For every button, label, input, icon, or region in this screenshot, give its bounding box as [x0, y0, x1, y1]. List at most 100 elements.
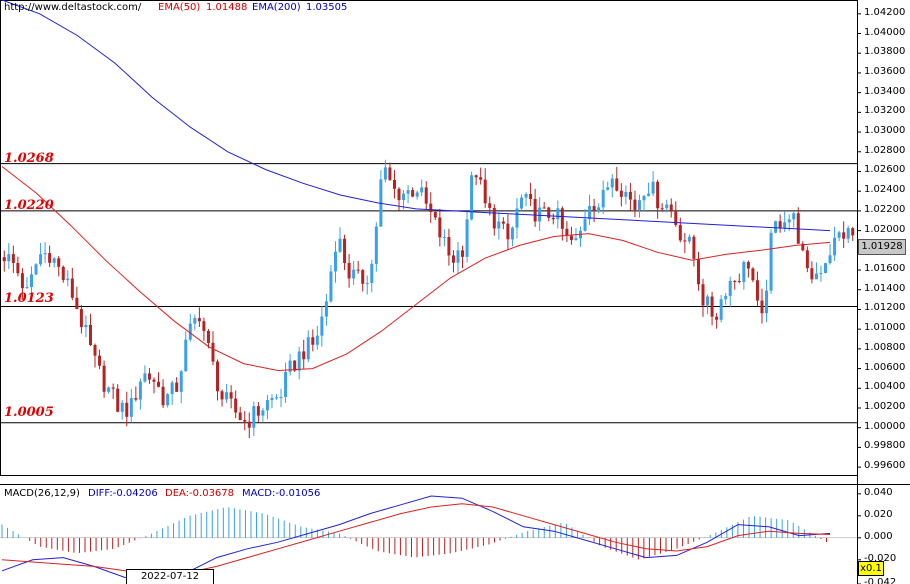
candle-body: [746, 262, 750, 269]
candle-body: [75, 297, 79, 310]
candle-body: [138, 381, 142, 400]
candle-body: [361, 270, 365, 284]
price-tick-label: 1.03000: [864, 125, 906, 137]
candle-body: [134, 398, 138, 400]
candle-body: [374, 226, 378, 264]
candle-body: [683, 240, 687, 242]
candle-body: [524, 194, 528, 198]
candle-body: [356, 269, 360, 271]
candle-body: [220, 391, 224, 400]
candle-body: [279, 397, 283, 399]
candle-body: [461, 250, 465, 257]
candle-body: [592, 206, 596, 212]
candle-body: [687, 236, 691, 242]
candle-body: [846, 228, 850, 239]
price-tick-label: 1.03600: [864, 65, 906, 77]
candle-body: [488, 203, 492, 209]
candle-body: [188, 323, 192, 340]
ema200-line: [1, 0, 831, 232]
candle-body: [347, 262, 351, 279]
candle-body: [783, 222, 787, 229]
price-tick-label: 1.02400: [864, 184, 906, 196]
candle-body: [810, 268, 814, 280]
candle-body: [560, 208, 564, 229]
candle-body: [48, 253, 52, 263]
macd-tick-label: 0.020: [864, 508, 893, 520]
candle-body: [497, 221, 501, 229]
candle-body: [383, 167, 387, 180]
level-label-3: 1.0123: [4, 291, 54, 306]
candle-body: [324, 301, 328, 317]
price-tick-label: 1.00200: [864, 400, 906, 412]
candle-body: [674, 211, 678, 225]
candle-body: [765, 290, 769, 314]
candle-body: [429, 203, 433, 213]
candle-body: [34, 264, 38, 275]
candle-body: [778, 221, 782, 229]
price-tick-label: 1.01600: [864, 263, 906, 275]
candle-body: [302, 351, 306, 360]
candle-body: [320, 316, 324, 336]
candle-body: [470, 175, 474, 220]
price-tick-label: 1.01400: [864, 282, 906, 294]
price-tick-label: 1.03400: [864, 85, 906, 97]
candle-body: [696, 258, 700, 285]
candle-body: [415, 192, 419, 197]
candle-body: [261, 410, 265, 416]
candle-body: [656, 181, 660, 209]
candle-body: [29, 274, 33, 288]
candle-body: [392, 179, 396, 189]
candle-body: [837, 232, 841, 238]
candle-body: [184, 339, 188, 372]
candle-body: [742, 262, 746, 282]
price-tick-label: 0.99600: [864, 460, 906, 472]
candle-body: [483, 179, 487, 204]
candle-body: [615, 178, 619, 191]
candle-body: [39, 254, 43, 265]
candle-body: [515, 208, 519, 228]
candle-body: [7, 254, 11, 262]
candle-body: [715, 316, 719, 320]
zoom-indicator[interactable]: x0.1: [858, 561, 884, 576]
candle-body: [814, 273, 818, 280]
candle-body: [651, 181, 655, 194]
candle-body: [238, 412, 242, 421]
candle-body: [851, 228, 855, 236]
candle-body: [170, 382, 174, 395]
candle-body: [293, 360, 297, 371]
candle-body: [306, 337, 310, 360]
candle-body: [533, 198, 537, 222]
candle-body: [529, 194, 533, 199]
candle-body: [166, 394, 170, 406]
candle-body: [733, 280, 737, 282]
candle-body: [706, 296, 710, 306]
candle-body: [197, 318, 201, 322]
crosshair-time-label: 2022-07-12 10:00: [126, 569, 214, 584]
candle-body: [84, 324, 88, 328]
candle-body: [442, 237, 446, 239]
candle-body: [284, 371, 288, 398]
price-tick-label: 1.00800: [864, 341, 906, 353]
price-tick-label: 0.99800: [864, 440, 906, 452]
candle-body: [116, 388, 120, 412]
ema200-label: EMA(200): [252, 2, 301, 13]
candle-body: [474, 175, 478, 178]
candle-body: [343, 238, 347, 263]
candle-body: [547, 207, 551, 218]
candle-body: [433, 212, 437, 218]
candle-body: [787, 219, 791, 223]
candle-body: [583, 219, 587, 231]
source-url[interactable]: http://www.deltastock.com/: [4, 2, 142, 13]
candle-body: [724, 295, 728, 300]
candle-body: [451, 255, 455, 263]
candle-body: [66, 278, 70, 281]
candle-body: [11, 254, 15, 263]
ema50-line: [1, 166, 831, 372]
price-tick-label: 1.00400: [864, 381, 906, 393]
candle-body: [424, 187, 428, 204]
candle-body: [465, 219, 469, 257]
candle-body: [633, 199, 637, 210]
macd-tick-label: 0.040: [864, 486, 893, 498]
macd-title: MACD(26,12,9): [4, 488, 80, 499]
candle-body: [701, 284, 705, 306]
